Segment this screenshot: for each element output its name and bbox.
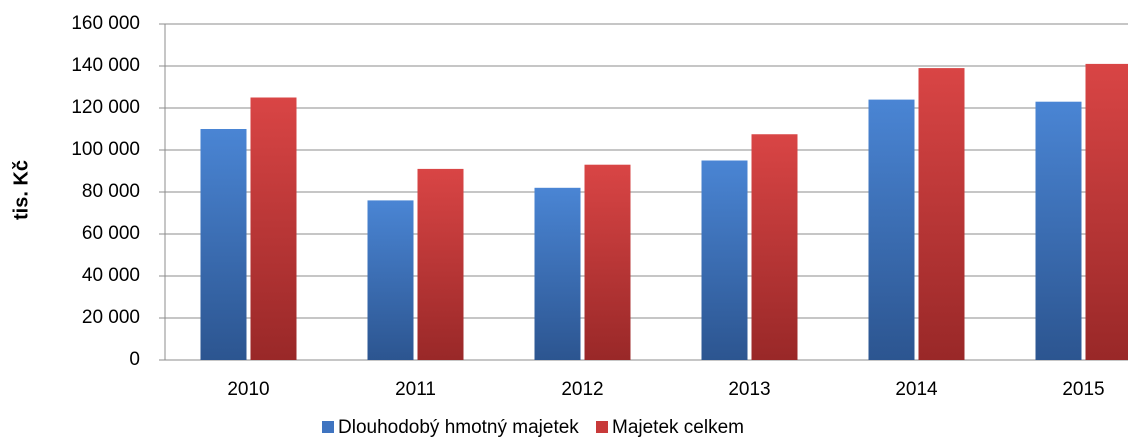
y-tick-label: 40 000 <box>82 265 140 286</box>
legend-swatch <box>596 421 608 433</box>
x-tick-label: 2013 <box>728 379 770 400</box>
y-tick-label: 80 000 <box>82 181 140 202</box>
y-tick-label: 160 000 <box>71 13 140 34</box>
y-tick-label: 0 <box>129 349 140 370</box>
legend-label: Dlouhodobý hmotný majetek <box>338 417 579 438</box>
x-tick-label: 2010 <box>227 379 269 400</box>
y-tick-label: 20 000 <box>82 307 140 328</box>
bar <box>918 68 965 360</box>
bar <box>584 164 631 360</box>
bar <box>250 97 297 360</box>
y-tick-label: 140 000 <box>71 55 140 76</box>
bar <box>701 160 748 360</box>
legend-swatch <box>322 421 334 433</box>
bar <box>367 200 414 360</box>
y-axis-label: tis. Kč <box>10 160 32 220</box>
legend-label: Majetek celkem <box>612 417 744 438</box>
bar <box>868 99 915 360</box>
x-tick-label: 2012 <box>561 379 603 400</box>
bar <box>417 168 464 360</box>
bar <box>751 134 798 360</box>
bar <box>534 187 581 360</box>
y-tick-label: 60 000 <box>82 223 140 244</box>
y-tick-label: 120 000 <box>71 97 140 118</box>
x-tick-label: 2014 <box>895 379 938 400</box>
bar <box>200 129 247 360</box>
x-tick-label: 2011 <box>395 379 436 400</box>
bar <box>1035 101 1082 360</box>
bar <box>1085 63 1128 361</box>
y-tick-label: 100 000 <box>71 139 140 160</box>
x-tick-label: 2015 <box>1062 379 1104 400</box>
